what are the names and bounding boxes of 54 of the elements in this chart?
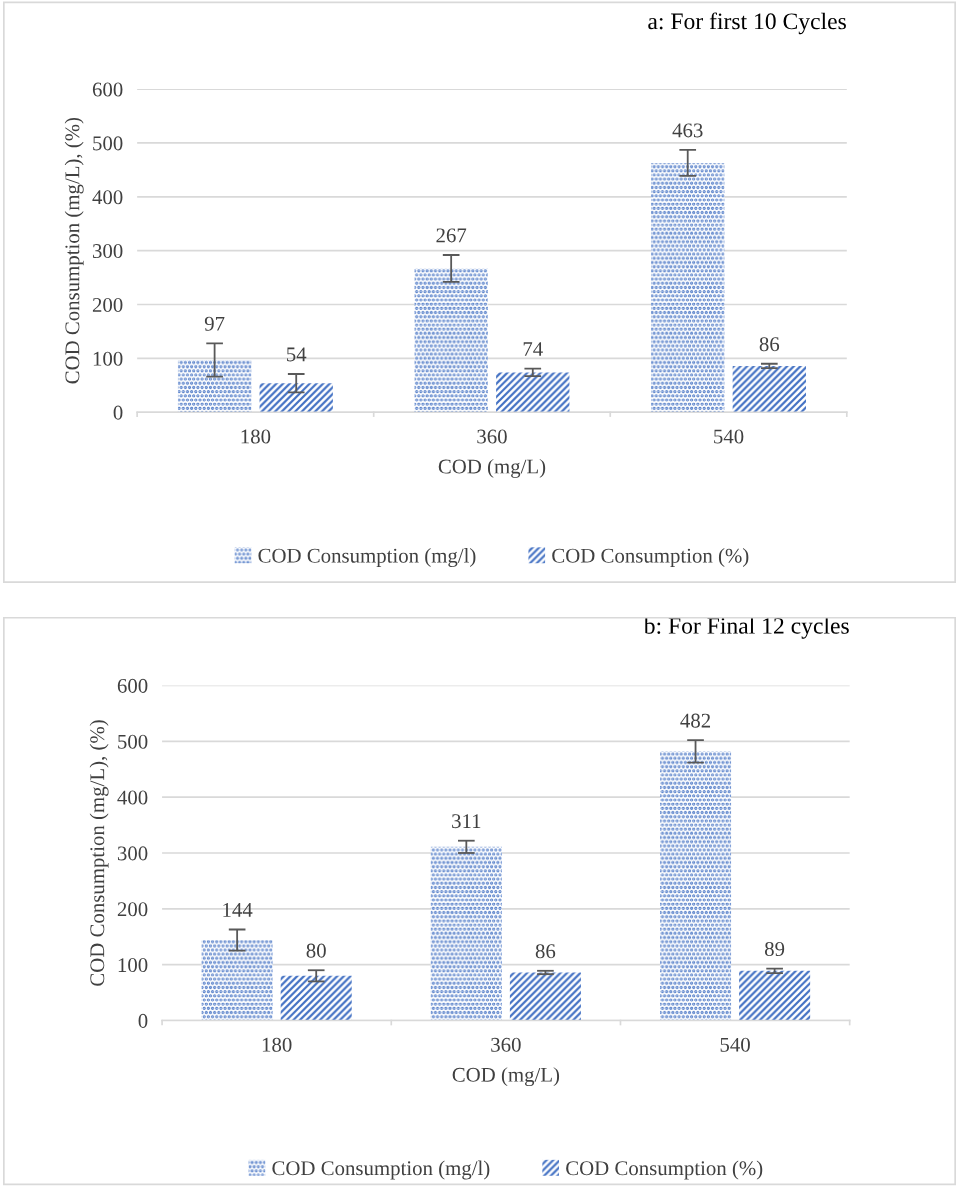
- y-tick-label: 600: [117, 678, 148, 693]
- y-tick-label: 600: [92, 82, 123, 97]
- bar: [430, 846, 502, 1021]
- y-tick-label: 0: [113, 405, 123, 420]
- legend-label: COD Consumption (mg/l): [272, 1160, 490, 1180]
- x-axis-title: COD (mg/L): [452, 1067, 560, 1087]
- data-label: 86: [759, 337, 780, 352]
- y-axis-title: COD Consumption (mg/L), (%): [89, 720, 109, 986]
- y-tick-label: 100: [118, 958, 148, 973]
- y-tick-label: 500: [118, 734, 148, 749]
- data-label: 74: [523, 342, 543, 356]
- data-label: 144: [223, 902, 253, 917]
- bar: [732, 365, 806, 413]
- bar: [414, 268, 488, 413]
- data-label: 97: [204, 316, 225, 331]
- data-label: 54: [287, 347, 307, 362]
- data-label: 80: [306, 943, 326, 958]
- y-tick-label: 500: [93, 136, 123, 151]
- x-tick-label: 180: [241, 429, 271, 444]
- data-label: 267: [436, 228, 467, 243]
- data-label: 482: [680, 713, 711, 728]
- y-tick-label: 400: [117, 790, 148, 805]
- x-tick-label: 540: [714, 429, 744, 444]
- bar: [201, 940, 273, 1021]
- y-axis-title: COD Consumption (mg/L), (%): [64, 117, 84, 384]
- y-tick-label: 200: [117, 902, 148, 917]
- data-label: 86: [535, 944, 556, 959]
- chart-title: a: For first 10 Cycles: [648, 12, 846, 35]
- x-tick-label: 360: [491, 1037, 521, 1052]
- legend-label: COD Consumption (%): [566, 1160, 763, 1180]
- bar: [739, 970, 811, 1021]
- y-tick-label: 300: [92, 244, 123, 259]
- y-tick-label: 100: [93, 351, 123, 366]
- x-axis-title: COD (mg/L): [438, 458, 546, 478]
- x-tick-label: 180: [262, 1037, 292, 1052]
- y-tick-label: 0: [138, 1013, 148, 1028]
- bar: [660, 751, 732, 1021]
- y-tick-label: 300: [117, 846, 148, 861]
- data-label: 463: [672, 123, 703, 138]
- legend-label: COD Consumption (mg/l): [258, 548, 476, 568]
- bar: [509, 972, 581, 1021]
- chart-title: b: For Final 12 cycles: [643, 617, 849, 639]
- data-label: 89: [764, 941, 785, 956]
- bar: [280, 975, 352, 1021]
- data-label: 311: [452, 814, 481, 829]
- bar: [259, 383, 333, 413]
- y-tick-label: 200: [92, 297, 123, 312]
- x-tick-label: 360: [477, 429, 507, 444]
- bar: [651, 162, 725, 413]
- x-tick-label: 540: [720, 1037, 750, 1052]
- bar: [177, 360, 252, 413]
- y-tick-label: 400: [92, 190, 123, 205]
- legend-label: COD Consumption (%): [552, 548, 749, 567]
- bar: [496, 372, 570, 413]
